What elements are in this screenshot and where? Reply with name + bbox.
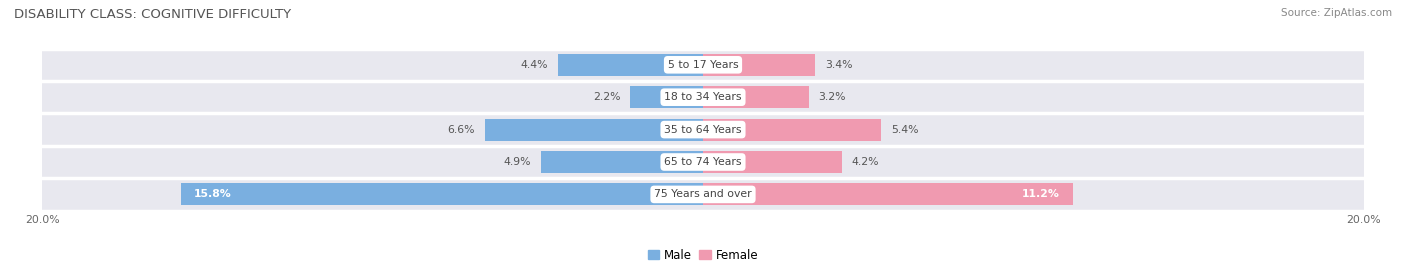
Bar (485, 119, 703, 141)
Text: 35 to 64 Years: 35 to 64 Years (664, 124, 742, 135)
Text: 6.6%: 6.6% (447, 124, 475, 135)
Bar (703, 86, 808, 108)
Bar (703, 151, 842, 173)
Bar (181, 183, 703, 205)
Text: 18 to 34 Years: 18 to 34 Years (664, 92, 742, 102)
Bar (42, 81, 1364, 113)
Text: 5.4%: 5.4% (891, 124, 920, 135)
Text: 15.8%: 15.8% (194, 189, 232, 200)
Legend: Male, Female: Male, Female (643, 244, 763, 266)
Text: 65 to 74 Years: 65 to 74 Years (664, 157, 742, 167)
Bar (42, 178, 1364, 211)
Bar (703, 119, 882, 141)
Text: 11.2%: 11.2% (1022, 189, 1060, 200)
Bar (703, 54, 815, 76)
Bar (630, 86, 703, 108)
Bar (42, 146, 1364, 178)
Text: Source: ZipAtlas.com: Source: ZipAtlas.com (1281, 8, 1392, 18)
Text: DISABILITY CLASS: COGNITIVE DIFFICULTY: DISABILITY CLASS: COGNITIVE DIFFICULTY (14, 8, 291, 21)
Bar (703, 183, 1073, 205)
Text: 2.2%: 2.2% (593, 92, 620, 102)
Text: 4.2%: 4.2% (852, 157, 879, 167)
Text: 75 Years and over: 75 Years and over (654, 189, 752, 200)
Bar (42, 49, 1364, 81)
Text: 5 to 17 Years: 5 to 17 Years (668, 60, 738, 70)
Bar (558, 54, 703, 76)
Text: 4.4%: 4.4% (520, 60, 548, 70)
Text: 3.4%: 3.4% (825, 60, 853, 70)
Bar (42, 113, 1364, 146)
Text: 4.9%: 4.9% (503, 157, 531, 167)
Text: 3.2%: 3.2% (818, 92, 846, 102)
Bar (541, 151, 703, 173)
